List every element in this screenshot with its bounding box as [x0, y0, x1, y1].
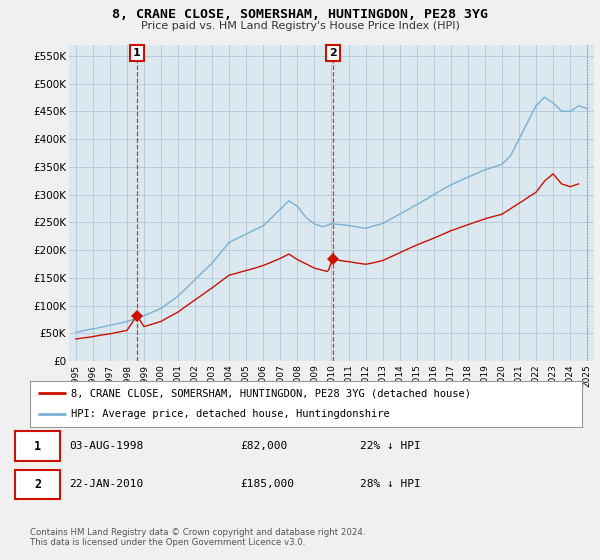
- FancyBboxPatch shape: [15, 431, 60, 461]
- Text: 2: 2: [34, 478, 41, 491]
- Text: 28% ↓ HPI: 28% ↓ HPI: [360, 479, 421, 489]
- Text: 22% ↓ HPI: 22% ↓ HPI: [360, 441, 421, 451]
- Text: £82,000: £82,000: [240, 441, 287, 451]
- Text: 2: 2: [329, 48, 337, 58]
- Text: HPI: Average price, detached house, Huntingdonshire: HPI: Average price, detached house, Hunt…: [71, 409, 390, 419]
- Text: £185,000: £185,000: [240, 479, 294, 489]
- Text: 03-AUG-1998: 03-AUG-1998: [69, 441, 143, 451]
- Text: 1: 1: [34, 440, 41, 452]
- FancyBboxPatch shape: [15, 469, 60, 499]
- Text: 22-JAN-2010: 22-JAN-2010: [69, 479, 143, 489]
- Text: Price paid vs. HM Land Registry's House Price Index (HPI): Price paid vs. HM Land Registry's House …: [140, 21, 460, 31]
- Text: 8, CRANE CLOSE, SOMERSHAM, HUNTINGDON, PE28 3YG (detached house): 8, CRANE CLOSE, SOMERSHAM, HUNTINGDON, P…: [71, 388, 472, 398]
- Text: Contains HM Land Registry data © Crown copyright and database right 2024.
This d: Contains HM Land Registry data © Crown c…: [30, 528, 365, 547]
- Text: 8, CRANE CLOSE, SOMERSHAM, HUNTINGDON, PE28 3YG: 8, CRANE CLOSE, SOMERSHAM, HUNTINGDON, P…: [112, 8, 488, 21]
- Text: 1: 1: [133, 48, 141, 58]
